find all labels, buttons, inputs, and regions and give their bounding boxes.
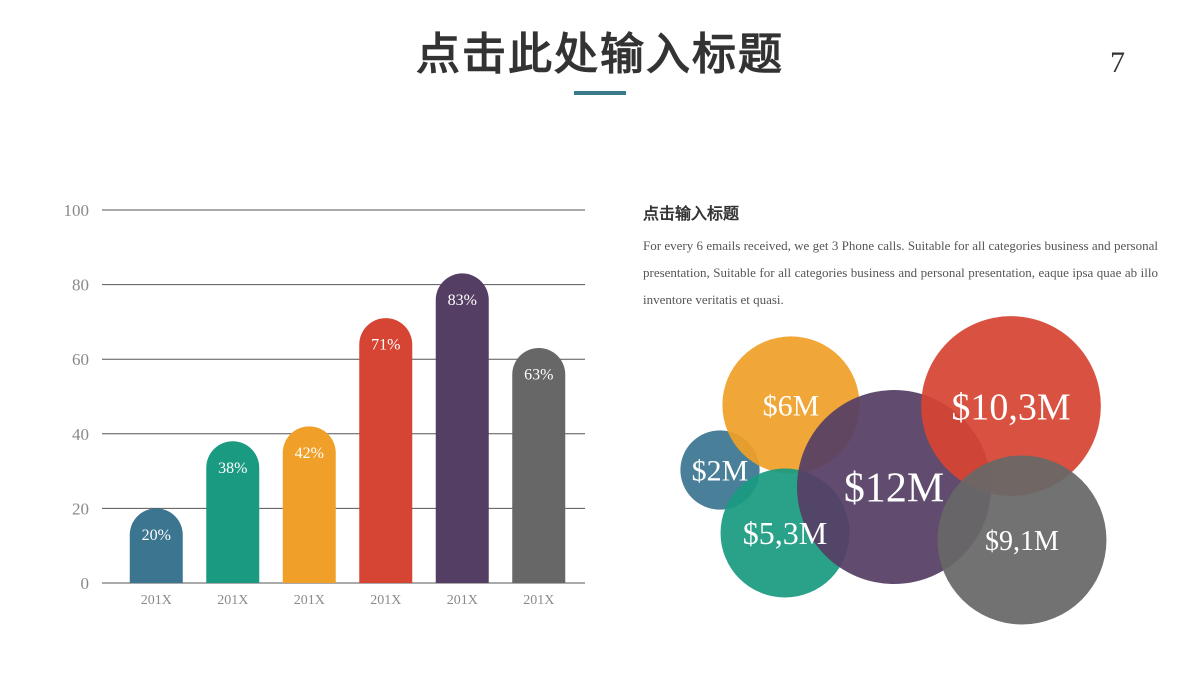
text-block: 点击输入标题 For every 6 emails received, we g…: [643, 200, 1158, 313]
bar: [359, 318, 413, 583]
page-title: 点击此处输入标题: [416, 29, 784, 80]
block-body: For every 6 emails received, we get 3 Ph…: [643, 238, 1158, 307]
y-tick-label: 40: [72, 425, 89, 444]
y-tick-label: 60: [72, 350, 89, 369]
page-number: 7: [1110, 46, 1125, 79]
bubble-label: $2M: [692, 455, 749, 488]
x-tick-label: 201X: [141, 593, 172, 608]
y-tick-label: 100: [64, 201, 90, 220]
y-tick-label: 0: [81, 574, 90, 593]
bar-data-label: 38%: [218, 460, 247, 477]
x-tick-label: 201X: [447, 593, 478, 608]
bubble-label: $10,3M: [951, 386, 1070, 428]
x-tick-label: 201X: [294, 593, 325, 608]
bubble-chart: $2M $6M $5,3M $12M$10,3M $9,1M: [680, 316, 1107, 625]
bubble: [921, 316, 1101, 496]
x-tick-label: 201X: [370, 593, 401, 608]
bar: [512, 348, 566, 583]
bar-chart: 0 20 40 60 80 100 20% 201X 38% 201X 42% 201X 71% 201X…: [64, 201, 585, 608]
bubble-label: $12M: [844, 466, 944, 512]
bubble-label: $9,1M: [985, 526, 1059, 557]
bar-data-label: 20%: [142, 527, 171, 544]
bar-data-label: 63%: [524, 367, 553, 384]
bar: [435, 273, 489, 583]
bar-data-label: 83%: [448, 292, 477, 309]
y-tick-label: 80: [72, 276, 89, 295]
bar-data-label: 42%: [295, 445, 324, 462]
bar: [206, 441, 260, 583]
bar-data-label: 71%: [371, 337, 400, 354]
block-title: 点击输入标题: [643, 204, 740, 223]
bar: [282, 426, 336, 583]
y-tick-label: 20: [72, 499, 89, 518]
title-underline: [574, 91, 626, 95]
bar: [129, 508, 183, 583]
x-tick-label: 201X: [217, 593, 248, 608]
bubble-label: $5,3M: [743, 515, 827, 551]
x-tick-label: 201X: [523, 593, 554, 608]
bubble: [937, 455, 1107, 625]
bubble-label: $6M: [763, 390, 820, 423]
